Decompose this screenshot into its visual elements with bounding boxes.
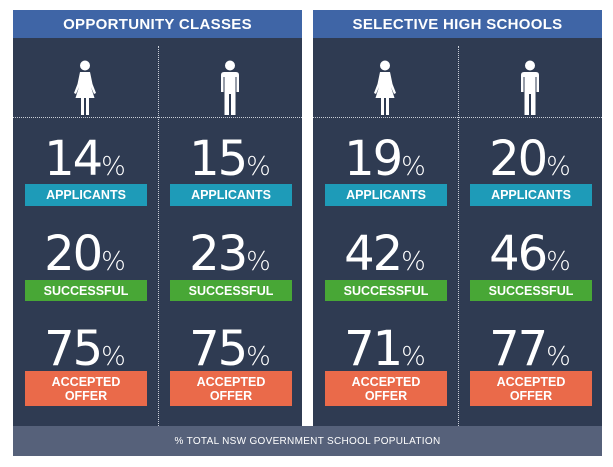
offer-line: OFFER — [364, 388, 408, 403]
value: 20 — [44, 226, 103, 282]
applicants-label: APPLICANTS — [470, 184, 592, 206]
male-column: 20% APPLICANTS 46% SUCCESSFUL 77% ACCEPT… — [458, 10, 602, 426]
percent-sign: % — [546, 152, 571, 182]
percent-sign: % — [246, 342, 271, 372]
value: 75 — [44, 321, 103, 377]
accepted-line: ACCEPTED — [196, 374, 266, 389]
successful-label: SUCCESSFUL — [470, 280, 592, 301]
percent-sign: % — [101, 342, 126, 372]
accepted-line: ACCEPTED — [351, 374, 421, 389]
row-divider — [13, 117, 302, 118]
female-column: 19% APPLICANTS 42% SUCCESSFUL 71% ACCEPT… — [313, 10, 457, 426]
offer-line: OFFER — [64, 388, 108, 403]
successful-percentage: 42% — [313, 230, 457, 278]
percent-sign: % — [546, 247, 571, 277]
value: 42 — [344, 226, 403, 282]
applicants-label: APPLICANTS — [25, 184, 147, 206]
panel-title: SELECTIVE HIGH SCHOOLS — [313, 10, 602, 38]
panel-title: OPPORTUNITY CLASSES — [13, 10, 302, 38]
value: 71 — [344, 321, 403, 377]
accepted-offer-label: ACCEPTED OFFER — [470, 371, 592, 406]
successful-label: SUCCESSFUL — [325, 280, 447, 301]
percent-sign: % — [101, 152, 126, 182]
accepted-percentage: 75% — [13, 325, 157, 373]
successful-percentage: 20% — [13, 230, 157, 278]
percent-sign: % — [246, 152, 271, 182]
successful-label: SUCCESSFUL — [25, 280, 147, 301]
value: 14 — [44, 131, 103, 187]
percent-sign: % — [401, 152, 426, 182]
male-column: 15% APPLICANTS 23% SUCCESSFUL 75% ACCEPT… — [158, 10, 302, 426]
accepted-offer-label: ACCEPTED OFFER — [25, 371, 147, 406]
male-icon — [221, 60, 239, 115]
accepted-percentage: 75% — [158, 325, 302, 373]
accepted-line: ACCEPTED — [496, 374, 566, 389]
percent-sign: % — [401, 342, 426, 372]
female-icon — [374, 60, 396, 115]
column-divider — [157, 46, 159, 426]
row-divider — [313, 117, 602, 118]
applicants-label: APPLICANTS — [170, 184, 292, 206]
value: 20 — [489, 131, 548, 187]
value: 23 — [189, 226, 248, 282]
successful-percentage: 23% — [158, 230, 302, 278]
offer-line: OFFER — [209, 388, 253, 403]
successful-label: SUCCESSFUL — [170, 280, 292, 301]
percent-sign: % — [101, 247, 126, 277]
applicants-percentage: 15% — [158, 135, 302, 183]
accepted-percentage: 77% — [458, 325, 602, 373]
applicants-percentage: 19% — [313, 135, 457, 183]
accepted-line: ACCEPTED — [51, 374, 121, 389]
successful-percentage: 46% — [458, 230, 602, 278]
value: 75 — [189, 321, 248, 377]
applicants-percentage: 20% — [458, 135, 602, 183]
female-column: 14% APPLICANTS 20% SUCCESSFUL 75% ACCEPT… — [13, 10, 157, 426]
percent-sign: % — [401, 247, 426, 277]
value: 77 — [489, 321, 548, 377]
offer-line: OFFER — [509, 388, 553, 403]
percent-sign: % — [246, 247, 271, 277]
applicants-label: APPLICANTS — [325, 184, 447, 206]
value: 19 — [344, 131, 403, 187]
column-divider — [457, 46, 459, 426]
accepted-percentage: 71% — [313, 325, 457, 373]
footer-note: % TOTAL NSW GOVERNMENT SCHOOL POPULATION — [13, 426, 602, 456]
opportunity-classes-panel: OPPORTUNITY CLASSES 14% APPLICANTS 20% S… — [13, 10, 302, 426]
accepted-offer-label: ACCEPTED OFFER — [325, 371, 447, 406]
accepted-offer-label: ACCEPTED OFFER — [170, 371, 292, 406]
percent-sign: % — [546, 342, 571, 372]
male-icon — [521, 60, 539, 115]
value: 15 — [189, 131, 248, 187]
female-icon — [74, 60, 96, 115]
selective-high-schools-panel: SELECTIVE HIGH SCHOOLS 19% APPLICANTS 42… — [313, 10, 602, 426]
applicants-percentage: 14% — [13, 135, 157, 183]
value: 46 — [489, 226, 548, 282]
